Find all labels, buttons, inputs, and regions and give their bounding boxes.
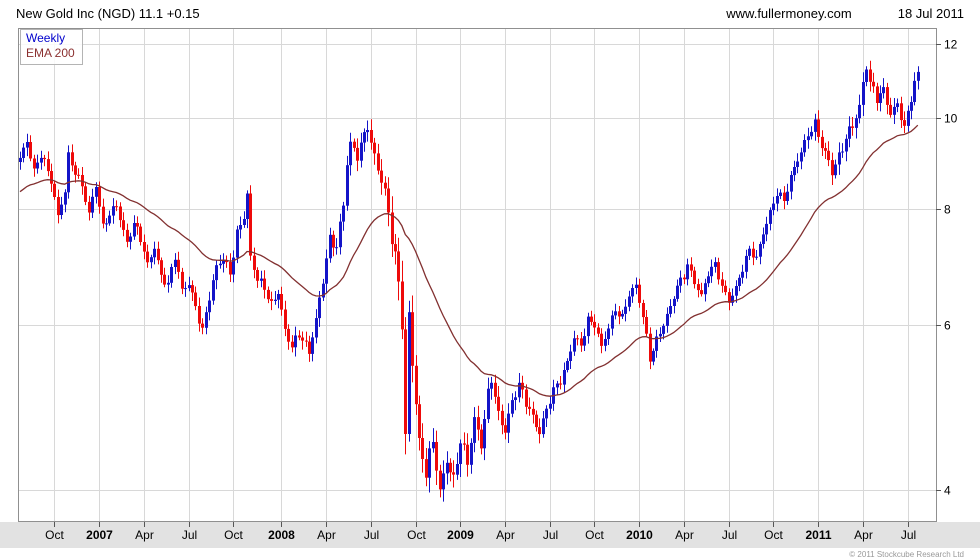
x-axis-labels: Oct 2007 Apr Jul Oct 2008 Apr Jul Oct 2009 Apr Jul O… (45, 522, 916, 542)
svg-text:Jul: Jul (364, 528, 379, 542)
svg-text:2009: 2009 (447, 528, 474, 542)
svg-text:Apr: Apr (496, 528, 515, 542)
svg-text:Jul: Jul (901, 528, 916, 542)
candlesticks (19, 60, 920, 502)
svg-text:6: 6 (944, 319, 951, 333)
svg-text:Apr: Apr (135, 528, 154, 542)
svg-text:2011: 2011 (805, 528, 831, 542)
svg-text:8: 8 (944, 203, 951, 217)
y-axis-labels: 12 10 8 6 4 (936, 38, 958, 498)
svg-text:Jul: Jul (543, 528, 558, 542)
ema-line (19, 124, 919, 397)
svg-text:10: 10 (944, 112, 958, 126)
svg-text:2007: 2007 (86, 528, 113, 542)
svg-text:Jul: Jul (722, 528, 737, 542)
site-text: www.fullermoney.com (726, 5, 852, 21)
svg-text:4: 4 (944, 484, 951, 498)
plot-frame (18, 28, 937, 522)
x-axis-band (0, 522, 980, 548)
svg-text:Jul: Jul (182, 528, 197, 542)
legend-series-label: Weekly (26, 31, 66, 45)
svg-text:Oct: Oct (407, 528, 426, 542)
copyright-text: © 2011 Stockcube Research Ltd (849, 550, 964, 559)
chart-header: New Gold Inc (NGD) 11.1 +0.15 www.fuller… (0, 0, 980, 26)
legend-ema-label: EMA 200 (26, 46, 75, 60)
chart-legend: Weekly EMA 200 (20, 29, 83, 65)
svg-text:Oct: Oct (224, 528, 243, 542)
svg-text:Oct: Oct (45, 528, 64, 542)
svg-text:2010: 2010 (626, 528, 653, 542)
svg-text:Apr: Apr (854, 528, 873, 542)
svg-text:Oct: Oct (585, 528, 604, 542)
svg-text:12: 12 (944, 38, 958, 52)
svg-text:Apr: Apr (675, 528, 694, 542)
chart-date: 18 Jul 2011 (897, 5, 964, 21)
svg-text:Apr: Apr (317, 528, 336, 542)
grid-lines (18, 28, 936, 521)
chart-title: New Gold Inc (NGD) 11.1 +0.15 (16, 5, 200, 21)
svg-text:Oct: Oct (764, 528, 783, 542)
svg-text:2008: 2008 (268, 528, 295, 542)
